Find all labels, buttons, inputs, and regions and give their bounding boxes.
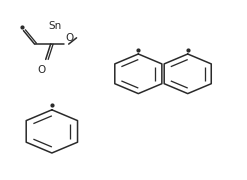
Text: Sn: Sn bbox=[48, 21, 62, 31]
Text: O: O bbox=[37, 65, 46, 75]
Text: O: O bbox=[65, 33, 73, 43]
